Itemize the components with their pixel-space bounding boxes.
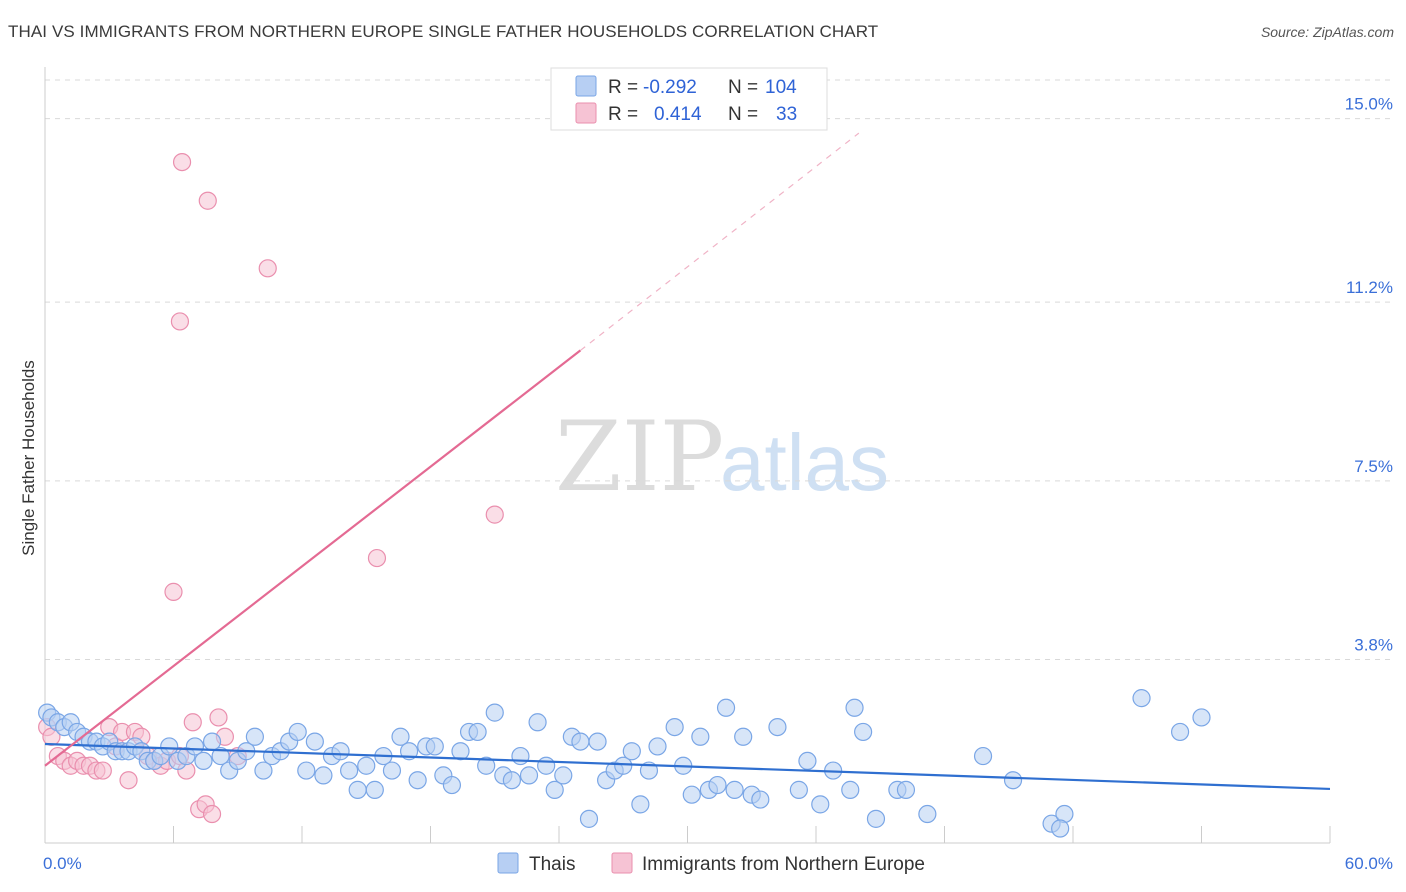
point-thais-36 [306, 733, 323, 750]
scatter-chart: ZIP atlas 3.8% 7.5% 11.2% 15.0% 0.0% 60.0% Si… [0, 0, 1406, 892]
point-northern-europe-30 [171, 313, 188, 330]
point-thais-39 [332, 743, 349, 760]
y-axis-label: Single Father Households [19, 360, 38, 556]
point-northern-europe-26 [204, 806, 221, 823]
point-thais-40 [341, 762, 358, 779]
point-thais-53 [452, 743, 469, 760]
legend-n-label-northern-europe: N = [728, 104, 758, 125]
bottom-legend-label-northern-europe: Immigrants from Northern Europe [642, 854, 925, 875]
point-thais-45 [383, 762, 400, 779]
point-thais-37 [315, 767, 332, 784]
legend-r-label-northern-europe: R = [608, 104, 638, 125]
point-thais-104 [1052, 820, 1069, 837]
point-northern-europe-13 [120, 772, 137, 789]
point-thais-87 [752, 791, 769, 808]
point-thais-48 [409, 772, 426, 789]
point-northern-europe-34 [368, 550, 385, 567]
point-thais-94 [846, 699, 863, 716]
point-thais-42 [358, 757, 375, 774]
point-northern-europe-23 [184, 714, 201, 731]
point-thais-98 [897, 781, 914, 798]
x-tick-label-max: 60.0% [1345, 854, 1393, 873]
bottom-legend-swatch-thais [498, 853, 518, 873]
point-northern-europe-32 [199, 192, 216, 209]
trend-line-northern-europe [45, 350, 580, 765]
point-thais-83 [718, 699, 735, 716]
y-tick-label-3: 15.0% [1345, 95, 1393, 114]
y-tick-label-0: 3.8% [1354, 635, 1393, 654]
point-northern-europe-20 [165, 583, 182, 600]
point-thais-106 [1172, 723, 1189, 740]
point-thais-99 [919, 806, 936, 823]
point-thais-55 [469, 723, 486, 740]
point-thais-60 [512, 748, 529, 765]
point-thais-23 [195, 752, 212, 769]
point-thais-80 [692, 728, 709, 745]
point-northern-europe-31 [174, 154, 191, 171]
point-thais-90 [799, 752, 816, 769]
point-thais-63 [538, 757, 555, 774]
point-thais-95 [855, 723, 872, 740]
point-thais-77 [666, 719, 683, 736]
point-thais-74 [632, 796, 649, 813]
point-thais-91 [812, 796, 829, 813]
point-thais-101 [1005, 772, 1022, 789]
watermark-atlas: atlas [720, 418, 889, 507]
point-thais-88 [769, 719, 786, 736]
point-thais-34 [289, 723, 306, 740]
legend-r-label-thais: R = [608, 77, 638, 98]
legend-swatch-northern-europe [576, 103, 596, 123]
series-northern-europe-points [39, 154, 504, 823]
point-thais-41 [349, 781, 366, 798]
point-thais-68 [580, 810, 597, 827]
point-thais-52 [443, 777, 460, 794]
bottom-legend-label-thais: Thais [529, 854, 575, 875]
point-northern-europe-27 [210, 709, 227, 726]
legend-r-value-thais: -0.292 [643, 77, 697, 98]
series-legend: Thais Immigrants from Northern Europe [498, 853, 925, 875]
y-tick-label-1: 7.5% [1354, 457, 1393, 476]
gridlines [45, 80, 1390, 659]
point-thais-85 [735, 728, 752, 745]
point-thais-96 [867, 810, 884, 827]
point-thais-84 [726, 781, 743, 798]
legend-n-value-thais: 104 [765, 77, 797, 98]
legend-n-value-northern-europe: 33 [776, 104, 797, 125]
point-thais-59 [503, 772, 520, 789]
correlation-legend: R = -0.292 N = 104 R = 0.414 N = 33 [551, 68, 827, 130]
legend-r-value-northern-europe: 0.414 [654, 104, 702, 125]
point-thais-73 [623, 743, 640, 760]
point-northern-europe-33 [259, 260, 276, 277]
point-thais-57 [486, 704, 503, 721]
trend-line-northern-europe-extension [580, 133, 858, 350]
point-thais-105 [1133, 690, 1150, 707]
point-thais-89 [790, 781, 807, 798]
point-thais-107 [1193, 709, 1210, 726]
legend-n-label-thais: N = [728, 77, 758, 98]
point-thais-82 [709, 777, 726, 794]
point-thais-61 [521, 767, 538, 784]
point-thais-100 [975, 748, 992, 765]
point-thais-67 [572, 733, 589, 750]
point-northern-europe-35 [486, 506, 503, 523]
point-thais-29 [246, 728, 263, 745]
point-thais-69 [589, 733, 606, 750]
bottom-legend-swatch-northern-europe [612, 853, 632, 873]
point-thais-79 [683, 786, 700, 803]
point-thais-50 [426, 738, 443, 755]
y-tick-label-2: 11.2% [1346, 278, 1393, 297]
legend-swatch-thais [576, 76, 596, 96]
point-thais-35 [298, 762, 315, 779]
point-thais-62 [529, 714, 546, 731]
point-thais-65 [555, 767, 572, 784]
point-northern-europe-9 [94, 762, 111, 779]
point-thais-43 [366, 781, 383, 798]
x-tick-label-min: 0.0% [43, 854, 82, 873]
watermark-zip: ZIP [555, 401, 724, 513]
point-thais-76 [649, 738, 666, 755]
point-thais-93 [842, 781, 859, 798]
